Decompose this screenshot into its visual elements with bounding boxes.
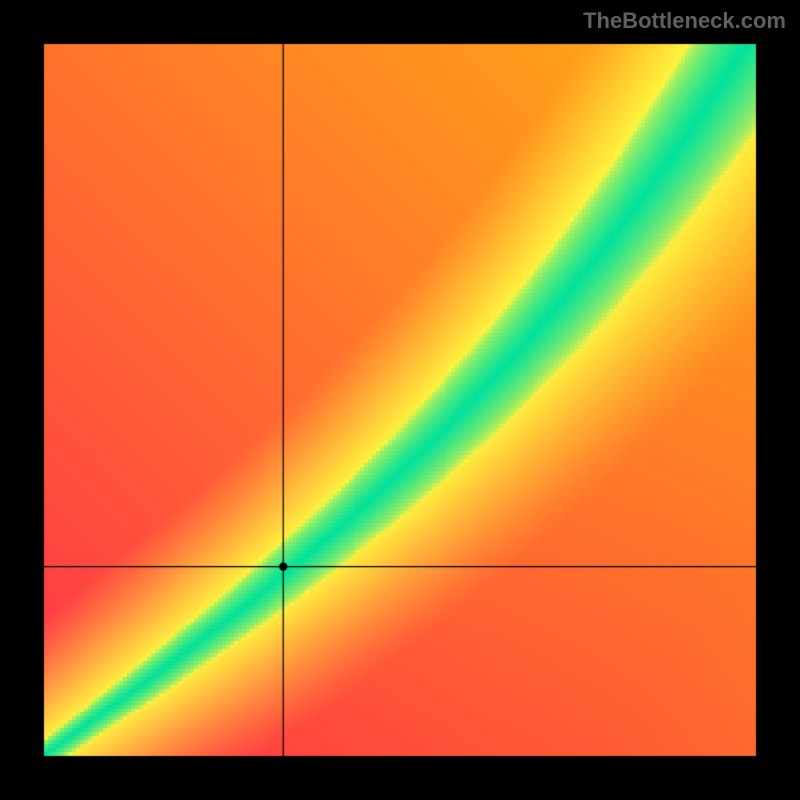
heatmap-canvas: [0, 0, 800, 800]
chart-container: TheBottleneck.com: [0, 0, 800, 800]
watermark-text: TheBottleneck.com: [583, 8, 786, 34]
